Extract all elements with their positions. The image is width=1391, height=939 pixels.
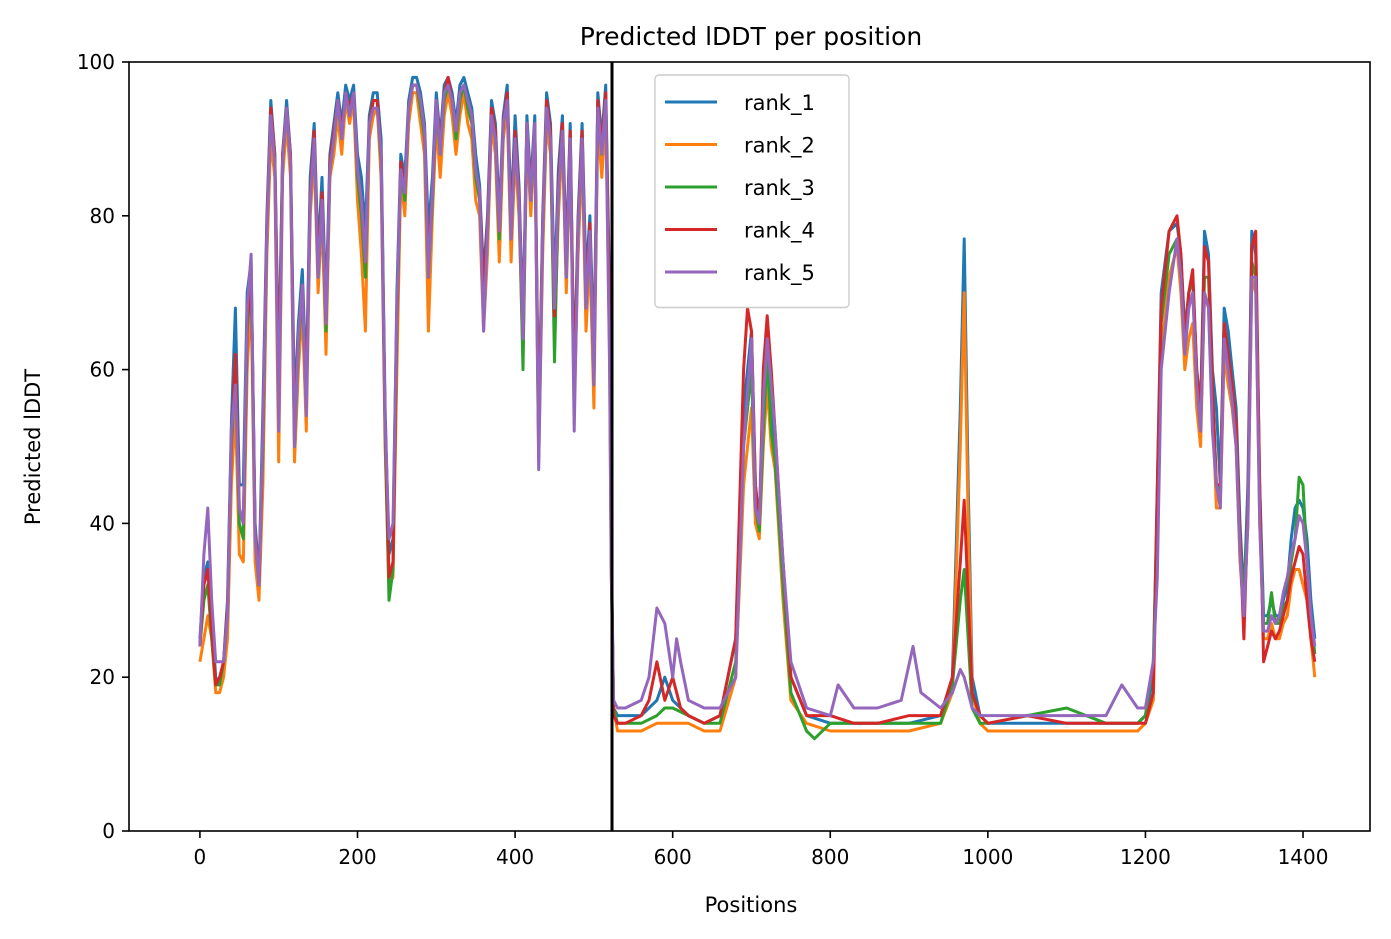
- y-tick-label: 100: [77, 50, 115, 74]
- y-tick-label: 60: [90, 358, 115, 382]
- y-tick-label: 20: [90, 665, 115, 689]
- legend-label-rank-4: rank_4: [744, 219, 815, 244]
- x-tick-label: 200: [338, 845, 376, 869]
- x-tick-label: 600: [654, 845, 692, 869]
- x-tick-label: 1200: [1120, 845, 1171, 869]
- y-tick-label: 0: [102, 819, 115, 843]
- chart-title: Predicted lDDT per position: [580, 22, 922, 51]
- plot-area: [198, 62, 1317, 831]
- legend-label-rank-5: rank_5: [744, 261, 815, 286]
- x-axis-title: Positions: [705, 893, 798, 917]
- legend-label-rank-1: rank_1: [744, 91, 815, 116]
- series-lines: [198, 75, 1317, 741]
- legend-label-rank-3: rank_3: [744, 176, 815, 201]
- y-tick-label: 80: [90, 204, 115, 228]
- y-tick-label: 40: [90, 511, 115, 535]
- series-line-rank-5: [198, 83, 1317, 718]
- legend: rank_1 rank_2 rank_3 rank_4 rank_5: [654, 74, 850, 309]
- y-axis-title: Predicted lDDT: [21, 369, 45, 525]
- x-tick-label: 0: [194, 845, 207, 869]
- x-tick-label: 800: [811, 845, 849, 869]
- x-tick-label: 1000: [962, 845, 1013, 869]
- x-tick-label: 1400: [1278, 845, 1329, 869]
- x-tick-label: 400: [496, 845, 534, 869]
- legend-label-rank-2: rank_2: [744, 134, 815, 159]
- axes: 0 200 400 600 800 1000 1200 1400 0 20 40 60 80 100: [77, 50, 1371, 869]
- axes-frame: [128, 61, 1371, 832]
- legend-box: [654, 74, 850, 309]
